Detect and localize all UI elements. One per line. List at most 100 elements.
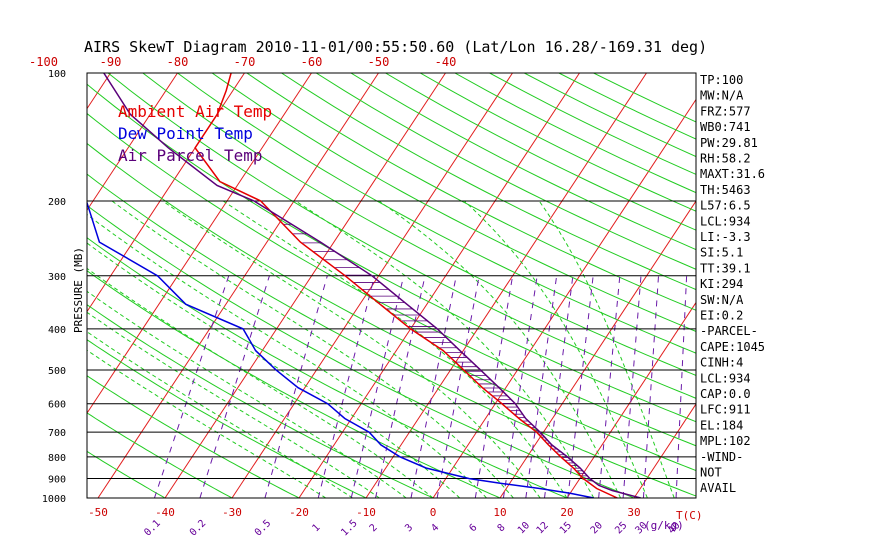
mixing-ratio-tick-label: 12 [535, 520, 551, 536]
index-label: RH:58.2 [700, 152, 751, 166]
isotherm-line [365, 73, 647, 498]
dry-adiabat-line [419, 73, 696, 212]
index-label: AVAIL [700, 481, 736, 495]
mixing-ratio-axis: 0.1 0.2 0.5 1 1.5 2 3 4 6 8 10 12 15 20 25 30 40 [142, 518, 682, 539]
pressure-tick-label: 900 [48, 475, 66, 486]
isotherm-line [432, 98, 696, 498]
mixing-ratio-line [436, 275, 480, 498]
index-label: MAXT:31.6 [700, 167, 765, 181]
mixing-ratio-line [410, 275, 457, 498]
mixing-ratio-tick-label: 6 [468, 522, 480, 534]
index-label: LCL:934 [700, 214, 751, 228]
mixing-ratio-tick-label: 8 [496, 522, 508, 534]
dry-adiabat-line [87, 375, 300, 498]
pressure-tick-label: 500 [48, 366, 66, 377]
moist-adiabat-line [87, 331, 353, 498]
y-axis-label: PRESSURE (MB) [72, 247, 85, 333]
bottom-temp-tick-label: -20 [289, 506, 309, 519]
dry-adiabat-line [315, 73, 696, 270]
index-label: MW:N/A [700, 89, 744, 103]
dry-adiabat-line [87, 237, 568, 498]
index-label: SI:5.1 [700, 246, 743, 260]
pressure-tick-label: 1000 [42, 494, 66, 505]
moist-adiabat-line [463, 200, 648, 498]
legend-entry: Dew Point Temp [118, 124, 253, 143]
moist-adiabat-line [87, 267, 434, 498]
dry-adiabat-line [87, 83, 696, 423]
pressure-tick-label: 300 [48, 272, 66, 283]
isotherm-line [87, 73, 312, 415]
mixing-ratio-line [474, 275, 514, 498]
index-label: FRZ:577 [700, 104, 751, 118]
pressure-tick-label: 600 [48, 400, 66, 411]
moist-adiabat-line [111, 200, 514, 498]
top-temperature-axis: -120-110-100-90-80-70-60-50-40 [29, 55, 456, 69]
dry-adiabat-line [454, 73, 696, 194]
dry-adiabat-line [177, 73, 696, 354]
mixing-ratio-tick-label: 10 [516, 520, 532, 536]
bottom-temp-tick-label: 30 [627, 506, 640, 519]
pressure-tick-label: 400 [48, 325, 66, 336]
isotherm-line [87, 73, 178, 212]
index-label: LFC:911 [700, 403, 751, 417]
bottom-temp-tick-label: -40 [155, 506, 175, 519]
index-label: TP:100 [700, 73, 743, 87]
series-line [87, 200, 594, 498]
index-label: NOT [700, 466, 722, 480]
mixing-ratio-line [598, 275, 621, 498]
legend-entry: Air Parcel Temp [118, 146, 263, 165]
index-label: LCL:934 [700, 371, 751, 385]
legend: Ambient Air Temp Dew Point Temp Air Parcel… [118, 102, 272, 165]
index-label: LI:-3.3 [700, 230, 751, 244]
top-temp-tick-label: -100 [29, 55, 58, 69]
top-temp-tick-label: -90 [100, 55, 122, 69]
moist-adiabat-line [295, 200, 595, 498]
isotherm-line [499, 200, 696, 498]
isotherm-line [633, 403, 696, 498]
pressure-tick-label: 200 [48, 197, 66, 208]
dry-adiabat-line [87, 412, 233, 498]
bottom-temp-tick-label: 10 [493, 506, 506, 519]
bottom-temp-tick-label: 20 [560, 506, 573, 519]
mixing-ratio-tick-label: 4 [429, 522, 441, 534]
bottom-temp-tick-label: -10 [356, 506, 376, 519]
index-label: -PARCEL- [700, 324, 758, 338]
dry-adiabat-line [87, 304, 434, 498]
dry-adiabat-line [211, 73, 696, 332]
mixing-ratio-line [502, 275, 538, 498]
index-label: -WIND- [700, 450, 743, 464]
mixing-ratio-tick-label: 3 [403, 522, 415, 534]
pressure-tick-label: 800 [48, 453, 66, 464]
chart-title: AIRS SkewT Diagram 2010-11-01/00:55:50.6… [84, 38, 707, 56]
mixing-ratio-tick-label: 0.1 [142, 518, 163, 539]
index-label: PW:29.81 [700, 136, 758, 150]
bottom-temp-tick-label: -50 [88, 506, 108, 519]
mixing-ratio-line [642, 275, 660, 498]
dry-adiabat-line [142, 73, 696, 376]
mixing-ratio-line [622, 275, 642, 498]
dry-adiabat-lines [87, 73, 696, 498]
mixing-ratio-line [199, 275, 270, 498]
index-label: WB0:741 [700, 120, 751, 134]
series-line [194, 73, 618, 498]
index-label: KI:294 [700, 277, 743, 291]
mixing-ratio-line [544, 275, 574, 498]
index-label: L57:6.5 [700, 199, 751, 213]
index-label: CAP:0.0 [700, 387, 751, 401]
dry-adiabat-line [87, 270, 501, 498]
index-label: TT:39.1 [700, 261, 751, 275]
top-temp-tick-label: -50 [368, 55, 390, 69]
moist-adiabat-line [222, 200, 568, 498]
mixing-ratio-tick-label: 1 [310, 522, 322, 534]
pressure-tick-label: 700 [48, 428, 66, 439]
index-label: SW:N/A [700, 293, 744, 307]
isotherm-line [298, 73, 580, 498]
mixing-ratio-tick-label: 20 [589, 520, 605, 536]
index-label: EI:0.2 [700, 309, 743, 323]
mixing-ratio-line [375, 275, 426, 498]
isotherm-line [566, 301, 696, 498]
series-line [103, 73, 641, 498]
mixing-ratio-lines [153, 275, 688, 498]
index-label: CAPE:1045 [700, 340, 765, 354]
